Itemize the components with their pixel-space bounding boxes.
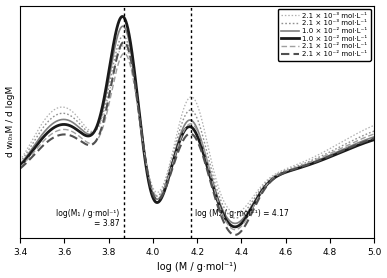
2.1 × 10⁻³ mol·L⁻¹ [36,133,41,136]
Line: 1.0 × 10⁻² mol·L⁻¹: 1.0 × 10⁻² mol·L⁻¹ [20,16,374,227]
1.0 × 10⁻² mol·L⁻¹ [120,24,125,28]
2.1 × 10⁻² mol·L⁻¹ [122,52,127,55]
2.1 × 10⁻² mol·L⁻¹ [362,136,366,139]
2.1 × 10⁻³ mol·L⁻¹ [233,217,238,220]
Y-axis label: d wₗ₀ₛM / d logM: d wₗ₀ₛM / d logM [5,86,15,157]
1.0 × 10⁻² mol·L⁻¹ [362,139,366,142]
1.0 × 10⁻² mol·L⁻¹ [233,222,238,225]
2.1 × 10⁻³ mol·L⁻¹ [181,118,185,122]
2.1 × 10⁻³ mol·L⁻¹ [362,128,366,131]
Text: log (M₂ / g·mol⁻¹) = 4.17: log (M₂ / g·mol⁻¹) = 4.17 [195,209,289,218]
X-axis label: log (M / g·mol⁻¹): log (M / g·mol⁻¹) [157,262,237,272]
1.0 × 10⁻² mol·L⁻¹ [18,164,22,167]
2.1 × 10⁻³ mol·L⁻¹ [18,161,22,164]
1.0 × 10⁻² mol·L⁻¹ [297,166,301,170]
2.1 × 10⁻³ mol·L⁻¹ [190,96,195,99]
2.1 × 10⁻³ mol·L⁻¹ [18,158,22,162]
1.0 × 10⁻² mol·L⁻¹ [362,141,366,145]
2.1 × 10⁻² mol·L⁻¹ [297,166,301,169]
2.1 × 10⁻² mol·L⁻¹ [36,145,41,149]
Line: 2.1 × 10⁻³ mol·L⁻¹: 2.1 × 10⁻³ mol·L⁻¹ [20,46,374,213]
2.1 × 10⁻² mol·L⁻¹ [233,233,237,237]
2.1 × 10⁻³ mol·L⁻¹ [372,129,377,133]
1.0 × 10⁻² mol·L⁻¹ [233,225,237,229]
2.1 × 10⁻² mol·L⁻¹ [362,136,366,140]
2.1 × 10⁻² mol·L⁻¹ [181,131,185,135]
2.1 × 10⁻³ mol·L⁻¹ [362,128,366,131]
2.1 × 10⁻² mol·L⁻¹ [18,167,22,170]
2.1 × 10⁻² mol·L⁻¹ [181,139,185,142]
Line: 1.0 × 10⁻² mol·L⁻¹: 1.0 × 10⁻² mol·L⁻¹ [20,26,374,224]
1.0 × 10⁻² mol·L⁻¹ [18,163,22,166]
Text: log(M₁ / g·mol⁻¹)
= 3.87: log(M₁ / g·mol⁻¹) = 3.87 [57,209,120,228]
Line: 2.1 × 10⁻² mol·L⁻¹: 2.1 × 10⁻² mol·L⁻¹ [20,53,374,230]
2.1 × 10⁻² mol·L⁻¹ [18,165,22,169]
2.1 × 10⁻² mol·L⁻¹ [122,40,126,44]
2.1 × 10⁻³ mol·L⁻¹ [121,34,125,38]
1.0 × 10⁻² mol·L⁻¹ [362,142,366,145]
1.0 × 10⁻² mol·L⁻¹ [190,120,195,123]
2.1 × 10⁻² mol·L⁻¹ [190,133,195,136]
1.0 × 10⁻² mol·L⁻¹ [181,131,185,135]
2.1 × 10⁻³ mol·L⁻¹ [372,124,377,127]
1.0 × 10⁻² mol·L⁻¹ [181,126,185,130]
2.1 × 10⁻³ mol·L⁻¹ [190,109,195,113]
Legend: 2.1 × 10⁻³ mol·L⁻¹, 2.1 × 10⁻³ mol·L⁻¹, 1.0 × 10⁻² mol·L⁻¹, 1.0 × 10⁻² mol·L⁻¹, : 2.1 × 10⁻³ mol·L⁻¹, 2.1 × 10⁻³ mol·L⁻¹, … [278,9,371,61]
2.1 × 10⁻² mol·L⁻¹ [372,136,377,140]
1.0 × 10⁻² mol·L⁻¹ [297,165,301,169]
2.1 × 10⁻³ mol·L⁻¹ [362,133,366,137]
2.1 × 10⁻³ mol·L⁻¹ [297,164,301,167]
2.1 × 10⁻² mol·L⁻¹ [190,123,195,126]
1.0 × 10⁻² mol·L⁻¹ [362,139,366,142]
2.1 × 10⁻² mol·L⁻¹ [233,228,238,231]
1.0 × 10⁻² mol·L⁻¹ [372,135,377,138]
1.0 × 10⁻² mol·L⁻¹ [120,15,125,18]
2.1 × 10⁻³ mol·L⁻¹ [233,211,238,215]
2.1 × 10⁻³ mol·L⁻¹ [181,109,185,112]
2.1 × 10⁻² mol·L⁻¹ [362,140,366,143]
2.1 × 10⁻³ mol·L⁻¹ [297,162,301,165]
Line: 2.1 × 10⁻³ mol·L⁻¹: 2.1 × 10⁻³ mol·L⁻¹ [20,36,374,218]
2.1 × 10⁻³ mol·L⁻¹ [362,133,366,137]
2.1 × 10⁻² mol·L⁻¹ [362,140,366,143]
2.1 × 10⁻³ mol·L⁻¹ [36,128,41,131]
1.0 × 10⁻² mol·L⁻¹ [372,138,377,141]
2.1 × 10⁻² mol·L⁻¹ [372,132,377,136]
Line: 2.1 × 10⁻² mol·L⁻¹: 2.1 × 10⁻² mol·L⁻¹ [20,42,374,235]
2.1 × 10⁻³ mol·L⁻¹ [121,44,126,47]
2.1 × 10⁻² mol·L⁻¹ [297,165,301,168]
2.1 × 10⁻² mol·L⁻¹ [36,149,41,152]
1.0 × 10⁻² mol·L⁻¹ [36,138,41,142]
1.0 × 10⁻² mol·L⁻¹ [190,126,195,130]
1.0 × 10⁻² mol·L⁻¹ [36,142,41,145]
